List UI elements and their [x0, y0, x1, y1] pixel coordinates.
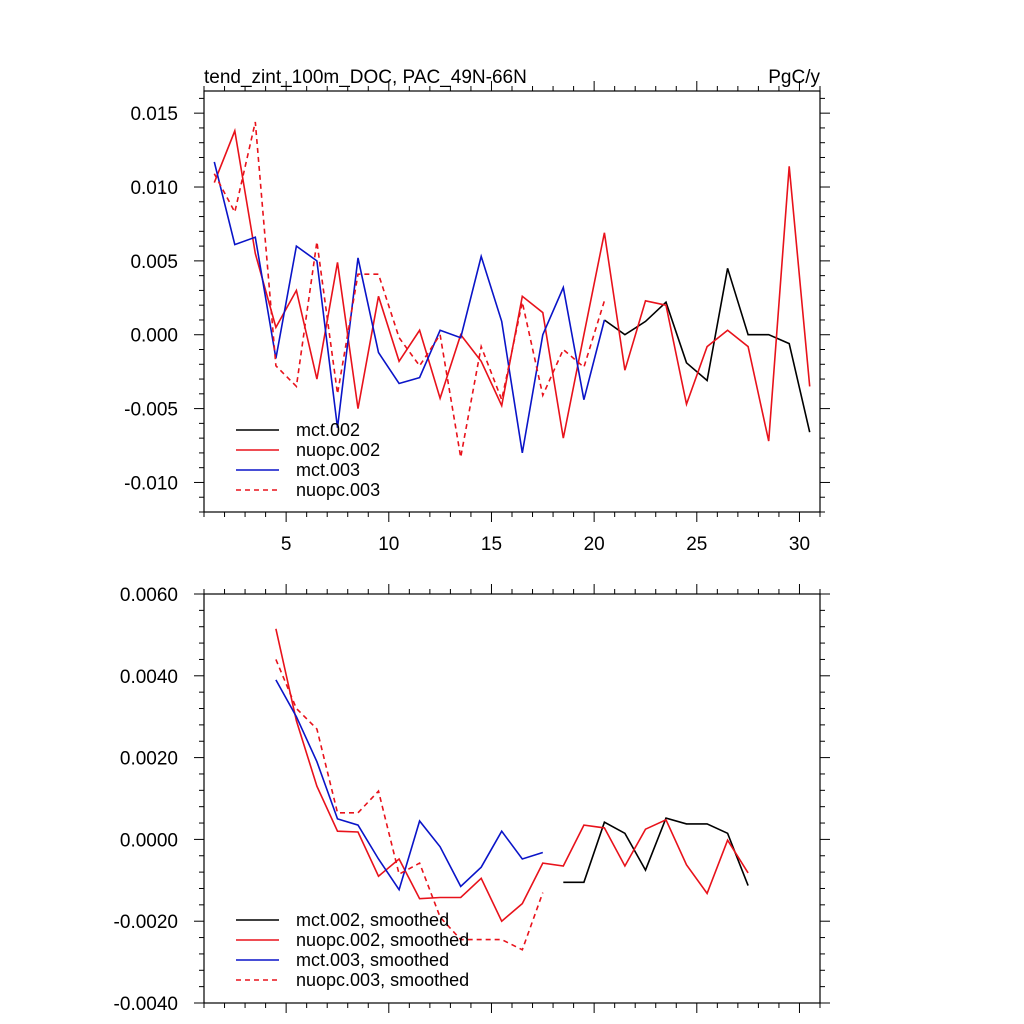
- top-series-mct-003: [213, 161, 606, 454]
- top-y-tick-label: 0.000: [130, 326, 178, 347]
- top-y-tick-label: -0.010: [124, 473, 178, 494]
- top-y-tick-label: -0.005: [124, 400, 178, 421]
- bottom-series-mct-002-smoothed: [563, 817, 749, 886]
- top-series-group: [213, 121, 811, 458]
- top-plot-frame: [203, 90, 821, 513]
- top-legend-label: mct.002: [296, 420, 360, 440]
- top-series-mct-002: [603, 268, 811, 433]
- bottom-axis-ticks: 0.0060 0.0040 0.0020 0.0000 -0.0020 -0.0040: [114, 584, 830, 1015]
- top-legend-label: nuopc.003: [296, 480, 380, 500]
- top-y-tick-label: 0.015: [130, 104, 178, 125]
- top-x-tick-label: 15: [481, 534, 502, 555]
- top-axis-ticks: 5 10 15 20 25 30 0.015 0.010 0.005 0.000 -0.005 -0.…: [124, 81, 830, 555]
- top-series-nuopc-002: [213, 127, 811, 442]
- top-x-tick-label: 5: [281, 534, 292, 555]
- top-x-tick-label: 10: [378, 534, 399, 555]
- bottom-y-tick-label: 0.0040: [120, 667, 178, 688]
- bottom-plot-frame: [203, 593, 821, 1004]
- bottom-y-tick-label: -0.0040: [114, 994, 178, 1015]
- top-series-nuopc-003: [213, 121, 606, 458]
- bottom-series-nuopc-002-smoothed: [275, 628, 749, 923]
- bottom-series-mct-003-smoothed: [275, 679, 544, 892]
- top-chart-units: PgC/y: [768, 67, 820, 88]
- bottom-legend-label: nuopc.003, smoothed: [296, 970, 469, 990]
- bottom-y-tick-label: 0.0060: [120, 585, 178, 606]
- top-panel: tend_zint_100m_DOC, PAC_49N-66N PgC/y 5 1…: [124, 67, 830, 555]
- top-chart-title: tend_zint_100m_DOC, PAC_49N-66N: [204, 67, 527, 88]
- bottom-legend-label: nuopc.002, smoothed: [296, 930, 469, 950]
- bottom-panel: 0.0060 0.0040 0.0020 0.0000 -0.0020 -0.0040 m…: [114, 584, 830, 1015]
- top-legend-label: nuopc.002: [296, 440, 380, 460]
- bottom-series-nuopc-003-smoothed: [275, 659, 544, 951]
- bottom-y-tick-label: -0.0020: [114, 912, 178, 933]
- top-x-tick-label: 30: [789, 534, 810, 555]
- top-y-tick-label: 0.005: [130, 252, 178, 273]
- top-y-tick-label: 0.010: [130, 178, 178, 199]
- bottom-legend-label: mct.003, smoothed: [296, 950, 449, 970]
- bottom-series-group: [275, 628, 749, 951]
- bottom-y-tick-label: 0.0020: [120, 749, 178, 770]
- top-legend-label: mct.003: [296, 460, 360, 480]
- bottom-y-tick-label: 0.0000: [120, 830, 178, 851]
- bottom-legend-label: mct.002, smoothed: [296, 910, 449, 930]
- top-x-tick-label: 25: [686, 534, 707, 555]
- top-x-tick-label: 20: [584, 534, 605, 555]
